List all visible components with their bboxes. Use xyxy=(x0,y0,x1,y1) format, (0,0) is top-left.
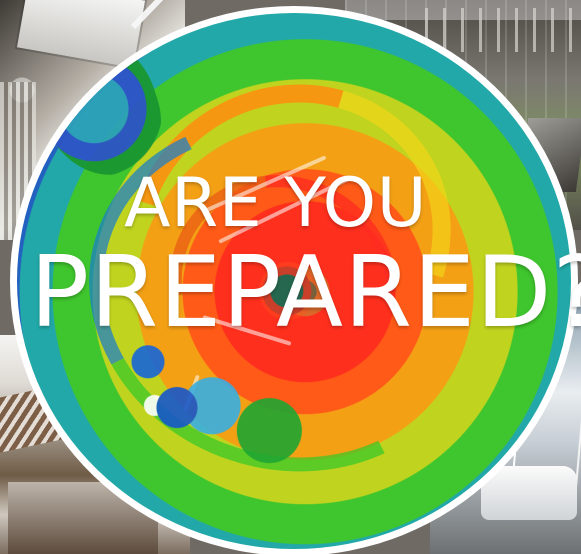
headline-line-2: PREPARED? xyxy=(30,236,581,350)
hurricane-radar-circle xyxy=(10,6,578,554)
headline-line-1: ARE YOU xyxy=(124,164,427,243)
hurricane-eye xyxy=(259,262,317,320)
